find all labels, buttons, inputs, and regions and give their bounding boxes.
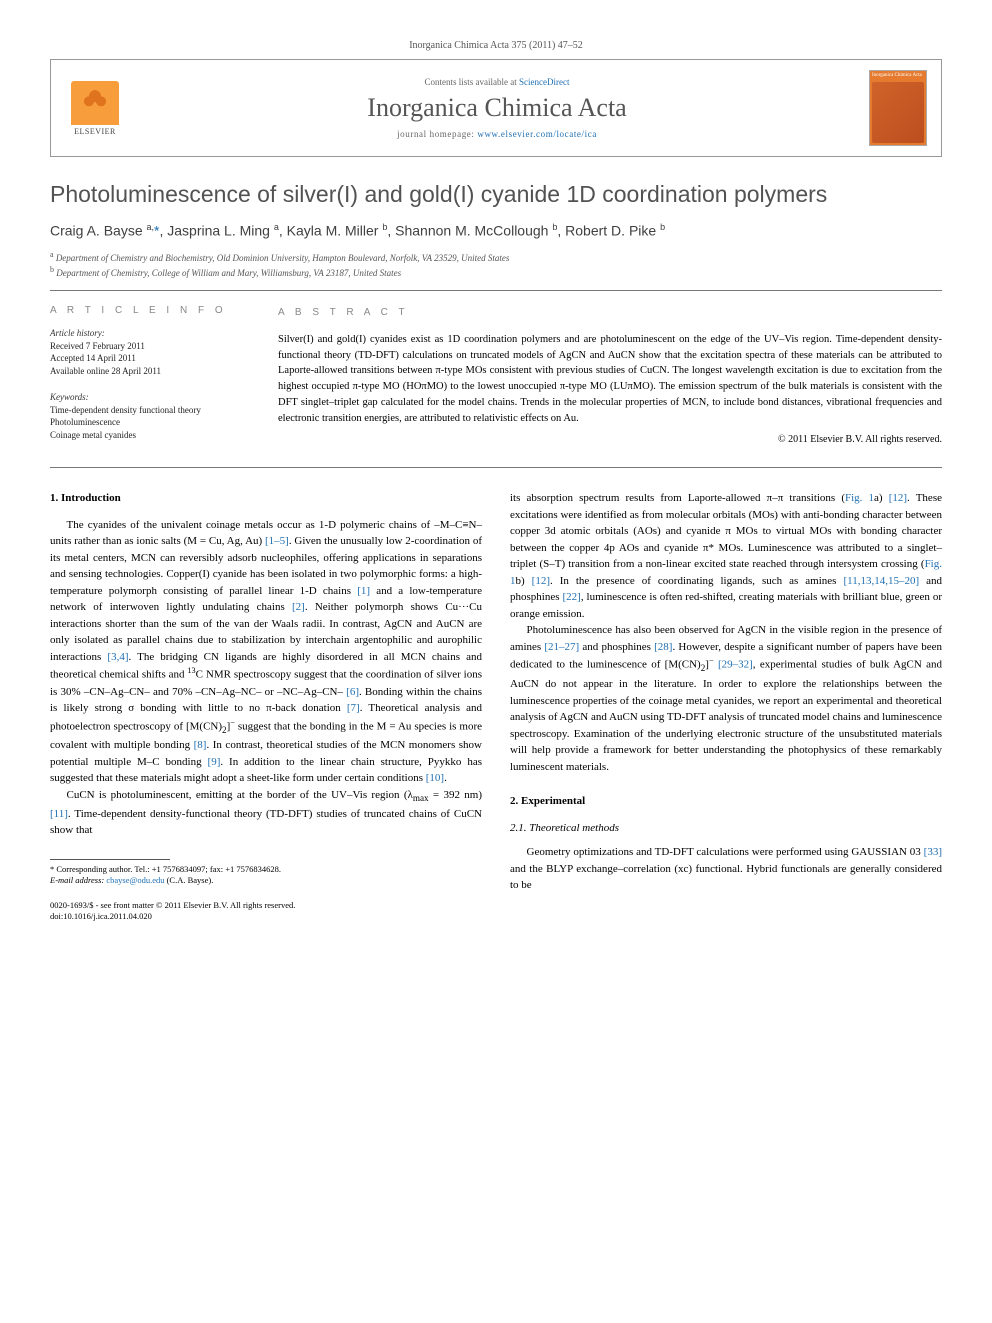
abstract-block: A B S T R A C T Silver(I) and gold(I) cy… [278, 305, 942, 456]
exp-paragraph-1: Geometry optimizations and TD-DFT calcul… [510, 844, 942, 894]
affiliation-b: b Department of Chemistry, College of Wi… [50, 264, 942, 280]
homepage-link[interactable]: www.elsevier.com/locate/ica [477, 129, 597, 139]
footnote-divider [50, 859, 170, 860]
section-2-heading: 2. Experimental [510, 793, 942, 810]
corresponding-author-footnote: * Corresponding author. Tel.: +1 7576834… [50, 864, 482, 886]
journal-cover-thumbnail: Inorganica Chimica Acta [869, 70, 927, 146]
intro-paragraph-3: its absorption spectrum results from Lap… [510, 490, 942, 622]
article-info-block: A R T I C L E I N F O Article history: R… [50, 305, 250, 456]
front-matter-line: 0020-1693/$ - see front matter © 2011 El… [50, 900, 482, 911]
author-list: Craig A. Bayse a,*, Jasprina L. Ming a, … [50, 222, 942, 239]
footnote-email-who: (C.A. Bayse). [167, 875, 214, 885]
elsevier-logo: ELSEVIER [65, 76, 125, 140]
journal-homepage-line: journal homepage: www.elsevier.com/locat… [137, 129, 857, 139]
article-body: 1. Introduction The cyanides of the univ… [50, 490, 942, 921]
cover-title: Inorganica Chimica Acta [872, 73, 924, 79]
intro-paragraph-1: The cyanides of the univalent coinage me… [50, 517, 482, 787]
doi-line: doi:10.1016/j.ica.2011.04.020 [50, 911, 482, 922]
sciencedirect-link[interactable]: ScienceDirect [519, 77, 569, 87]
intro-paragraph-2: CuCN is photoluminescent, emitting at th… [50, 787, 482, 839]
intro-paragraph-4: Photoluminescence has also been observed… [510, 622, 942, 775]
elsevier-text: ELSEVIER [74, 127, 116, 136]
divider [50, 290, 942, 291]
journal-reference: Inorganica Chimica Acta 375 (2011) 47–52 [50, 40, 942, 51]
affiliation-a: a Department of Chemistry and Biochemist… [50, 249, 942, 265]
journal-name: Inorganica Chimica Acta [137, 93, 857, 123]
section-1-heading: 1. Introduction [50, 490, 482, 507]
contents-prefix: Contents lists available at [425, 77, 519, 87]
article-info-heading: A R T I C L E I N F O [50, 305, 250, 316]
elsevier-tree-icon [71, 81, 119, 125]
abstract-text: Silver(I) and gold(I) cyanides exist as … [278, 332, 942, 427]
contents-available-line: Contents lists available at ScienceDirec… [137, 77, 857, 87]
keywords: Time-dependent density functional theory… [50, 404, 250, 442]
divider [50, 467, 942, 468]
homepage-prefix: journal homepage: [397, 129, 477, 139]
footnote-corr: * Corresponding author. Tel.: +1 7576834… [50, 864, 482, 875]
abstract-copyright: © 2011 Elsevier B.V. All rights reserved… [278, 432, 942, 447]
subsection-2-1-heading: 2.1. Theoretical methods [510, 820, 942, 837]
doi-block: 0020-1693/$ - see front matter © 2011 El… [50, 900, 482, 922]
keywords-label: Keywords: [50, 392, 250, 402]
affiliations: a Department of Chemistry and Biochemist… [50, 249, 942, 280]
journal-header: ELSEVIER Contents lists available at Sci… [50, 59, 942, 157]
footnote-email-label: E-mail address: [50, 875, 104, 885]
header-center: Contents lists available at ScienceDirec… [137, 77, 857, 139]
cover-image-icon [872, 82, 924, 144]
article-history-label: Article history: [50, 328, 250, 338]
article-title: Photoluminescence of silver(I) and gold(… [50, 181, 942, 208]
abstract-heading: A B S T R A C T [278, 305, 942, 320]
article-history: Received 7 February 2011Accepted 14 Apri… [50, 340, 250, 378]
footnote-email-link[interactable]: cbayse@odu.edu [106, 875, 164, 885]
